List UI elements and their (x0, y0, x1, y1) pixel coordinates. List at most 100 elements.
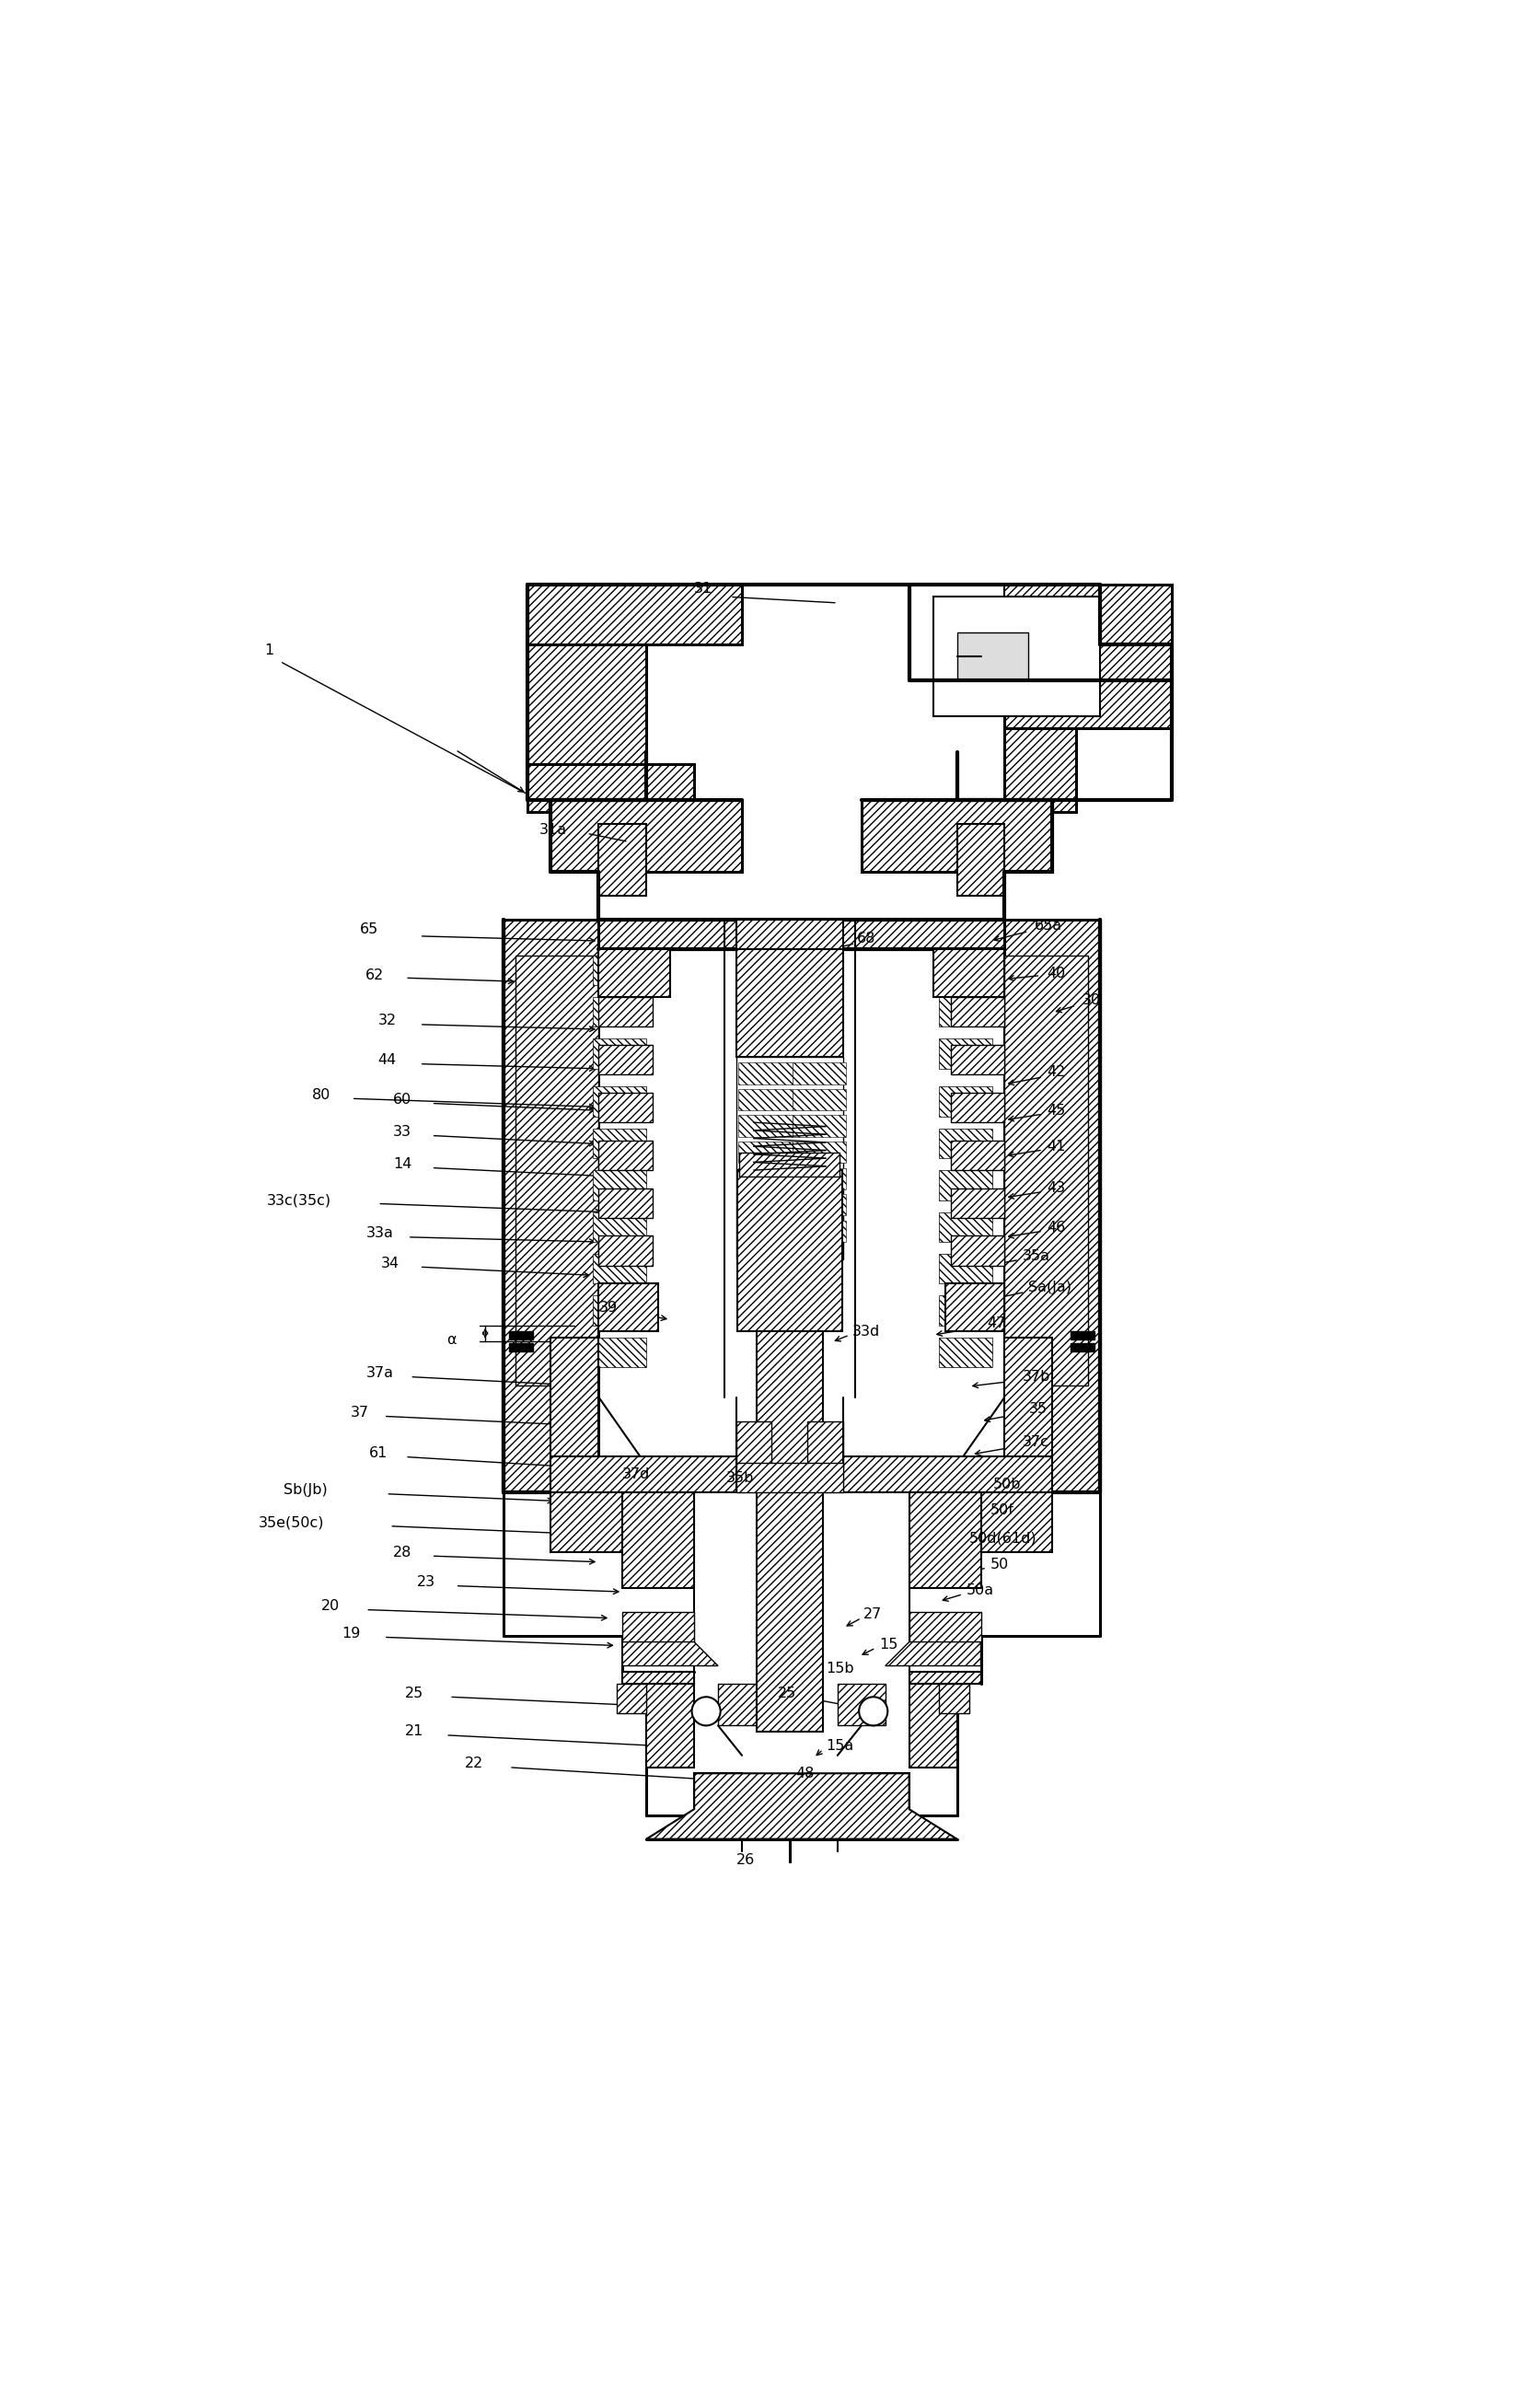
Text: 50b: 50b (992, 1478, 1019, 1490)
Text: 32: 32 (377, 1015, 396, 1027)
Bar (938, 1296, 992, 1325)
Bar (944, 1284, 1004, 1332)
Text: α: α (447, 1332, 456, 1346)
Text: 48: 48 (795, 1766, 815, 1781)
Polygon shape (884, 1642, 981, 1666)
Bar (598, 1044, 651, 1075)
Text: 68: 68 (856, 931, 875, 946)
Bar (861, 799, 1052, 871)
Text: 33a: 33a (365, 1226, 393, 1241)
Bar (598, 1140, 651, 1171)
Bar (909, 1613, 981, 1661)
Bar (861, 1774, 909, 1810)
Bar (693, 1774, 742, 1810)
Text: 61: 61 (370, 1447, 388, 1459)
Bar (1004, 727, 1075, 811)
Text: 37: 37 (350, 1406, 368, 1418)
Bar (792, 1142, 845, 1164)
Bar (1070, 1332, 1093, 1339)
Bar (792, 1090, 845, 1111)
Bar (909, 1493, 981, 1589)
Bar (593, 1087, 647, 1116)
Bar (956, 634, 1029, 682)
Bar (838, 1685, 884, 1726)
Text: 44: 44 (377, 1054, 396, 1068)
Bar (508, 1332, 533, 1339)
Bar (508, 1344, 533, 1351)
Text: 50a: 50a (966, 1584, 993, 1598)
Bar (551, 1457, 1052, 1493)
Text: 20: 20 (322, 1598, 340, 1613)
Bar (938, 996, 992, 1027)
Text: 35a: 35a (1023, 1250, 1050, 1262)
Bar (598, 950, 670, 996)
Bar (593, 955, 647, 984)
Bar (938, 1039, 992, 1068)
Bar (938, 1128, 992, 1159)
Bar (738, 1116, 792, 1138)
Bar (738, 1063, 792, 1085)
Bar (598, 1188, 651, 1217)
Text: 37d: 37d (622, 1469, 650, 1481)
Text: 23: 23 (417, 1574, 436, 1589)
Bar (736, 950, 842, 1056)
Bar (622, 1493, 693, 1589)
Bar (598, 1092, 651, 1123)
Bar (527, 763, 693, 811)
Bar (514, 955, 598, 1385)
Bar (792, 1195, 845, 1214)
Text: 46: 46 (1046, 1222, 1064, 1234)
Bar (738, 1169, 792, 1190)
Text: 60: 60 (393, 1092, 411, 1106)
Bar (738, 1195, 792, 1214)
Bar (551, 1337, 598, 1481)
Text: 22: 22 (465, 1757, 484, 1771)
Text: 80: 80 (311, 1087, 331, 1102)
Text: 50f: 50f (990, 1505, 1013, 1517)
Bar (950, 1188, 1004, 1217)
Bar (736, 1056, 842, 1260)
Bar (1004, 919, 1100, 1493)
Polygon shape (622, 1642, 718, 1666)
Bar (909, 1673, 981, 1685)
Bar (736, 1421, 772, 1469)
Bar (527, 586, 742, 646)
Bar (593, 1039, 647, 1068)
Bar (792, 1169, 845, 1190)
Text: 35b: 35b (725, 1471, 755, 1486)
Bar (909, 586, 1004, 682)
Bar (593, 1337, 647, 1368)
Bar (807, 1421, 842, 1469)
Text: 27: 27 (864, 1608, 882, 1622)
Circle shape (858, 1697, 887, 1726)
Text: 65: 65 (360, 922, 379, 936)
Bar (950, 996, 1004, 1027)
Text: 19: 19 (342, 1627, 360, 1642)
Bar (616, 1685, 647, 1714)
Text: 21: 21 (405, 1726, 424, 1738)
Bar (647, 1685, 693, 1766)
Text: 47: 47 (986, 1315, 1004, 1330)
Text: 15: 15 (879, 1637, 898, 1651)
Text: 33c(35c): 33c(35c) (266, 1193, 331, 1207)
Text: 35: 35 (1029, 1402, 1047, 1416)
Bar (950, 1236, 1004, 1265)
Bar (933, 598, 1100, 715)
Bar (792, 1116, 845, 1138)
Bar (551, 1493, 647, 1553)
Bar (736, 919, 842, 950)
Bar (938, 1212, 992, 1241)
Bar (909, 586, 1172, 682)
Bar (938, 955, 992, 984)
Bar (933, 950, 1004, 996)
Bar (909, 1685, 956, 1766)
Bar (938, 1337, 992, 1368)
Text: 33: 33 (393, 1126, 411, 1140)
Bar (593, 996, 647, 1027)
Text: 37b: 37b (1023, 1370, 1050, 1385)
Bar (950, 1140, 1004, 1171)
Bar (622, 1613, 693, 1661)
Text: 42: 42 (1046, 1066, 1064, 1080)
Bar (739, 1152, 839, 1176)
Text: 50d(61d): 50d(61d) (969, 1531, 1036, 1546)
